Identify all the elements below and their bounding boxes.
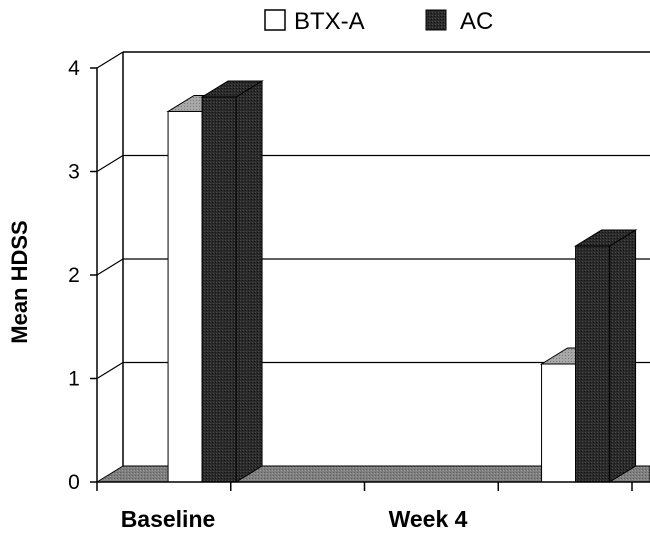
y-tick-label: 0 xyxy=(68,471,80,494)
bar-side-ac-baseline xyxy=(235,80,263,483)
bar-ac-baseline xyxy=(201,96,237,483)
y-axis-title: Mean HDSS xyxy=(7,220,32,343)
gridline-diagonal xyxy=(96,154,124,173)
gridline-diagonal xyxy=(96,51,124,69)
y-tick-label: 4 xyxy=(68,57,80,80)
bar-btx-a-baseline xyxy=(167,110,203,483)
gridline-diagonal xyxy=(96,258,124,276)
bar-side-ac-week-4 xyxy=(609,229,637,483)
y-tick-label: 1 xyxy=(68,368,80,391)
legend-swatch-btx-a xyxy=(264,9,286,31)
x-tick-labels: Baseline Week 4 xyxy=(121,506,468,532)
legend-swatch-ac xyxy=(425,9,447,31)
y-tick-labels: 0 1 2 3 4 xyxy=(68,57,80,494)
x-tick-label-week-4: Week 4 xyxy=(389,506,468,531)
legend: BTX-A AC xyxy=(264,8,493,35)
y-tick-label: 3 xyxy=(68,161,80,184)
bar-btx-a-week-4 xyxy=(541,363,577,483)
bars xyxy=(166,80,638,483)
legend-label-btx-a: BTX-A xyxy=(294,8,365,35)
axes xyxy=(90,67,650,491)
y-tick-label: 2 xyxy=(68,264,80,287)
gridline-diagonal xyxy=(96,361,124,380)
bar-ac-week-4 xyxy=(575,245,611,483)
x-tick-label-baseline: Baseline xyxy=(121,506,216,531)
legend-label-ac: AC xyxy=(460,8,493,35)
